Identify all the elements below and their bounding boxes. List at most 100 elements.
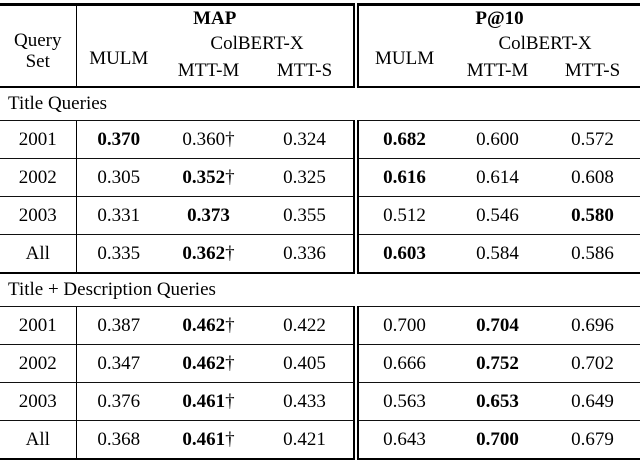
header-mulm-map: MULM (89, 48, 149, 69)
metric-value: 0.352 (182, 166, 226, 188)
metric-value: 0.433 (283, 390, 326, 412)
metric-value: 0.461 (182, 428, 226, 450)
value-cell: 0.696 (545, 306, 640, 345)
metric-value: 0.546 (476, 204, 519, 226)
section-title: Title + Description Queries (0, 272, 640, 307)
table-header: Query Set MAP P@10 MULM ColBERT-X MULM C… (0, 4, 640, 87)
query-set-cell: 2003 (0, 196, 77, 235)
value-cell: 0.643 (353, 420, 451, 460)
metric-value: 0.649 (571, 390, 614, 412)
value-cell: 0.373 (161, 196, 256, 235)
dagger-significance-mark: † (225, 428, 235, 450)
metric-value: 0.370 (97, 128, 141, 150)
query-set-cell: All (0, 234, 77, 273)
metric-value: 0.752 (476, 352, 519, 374)
value-cell: 0.586 (545, 234, 640, 273)
table-body: Title Queries 2001 0.370 0.360† 0.324 0.682 0.… (0, 86, 640, 460)
value-cell: 0.355 (256, 196, 357, 235)
value-cell: 0.368 (76, 420, 161, 460)
header-mulm-p10: MULM (353, 32, 451, 87)
dagger-significance-mark: † (225, 128, 235, 150)
metric-value: 0.608 (571, 166, 614, 188)
header-colbertx-map: ColBERT-X (210, 33, 304, 54)
table-row: 2003 0.331 0.373 0.355 0.512 0.546 0.580 (0, 196, 640, 235)
metric-value: 0.422 (283, 314, 326, 336)
query-set-cell: 2002 (0, 158, 77, 197)
table-row: 2002 0.347 0.462† 0.405 0.666 0.752 0.702 (0, 344, 640, 383)
value-cell: 0.702 (545, 344, 640, 383)
metric-value: 0.704 (476, 314, 519, 336)
metric-value: 0.325 (283, 166, 326, 188)
value-cell: 0.462† (161, 306, 256, 345)
value-cell: 0.387 (76, 306, 161, 345)
header-mtts-map: MTT-S (276, 60, 333, 81)
metric-value: 0.643 (383, 428, 426, 450)
value-cell: 0.546 (450, 196, 546, 235)
value-cell: 0.360† (161, 120, 256, 159)
results-table: Query Set MAP P@10 MULM ColBERT-X MULM C… (0, 3, 640, 460)
value-cell: 0.752 (450, 344, 546, 383)
value-cell: 0.336 (256, 234, 357, 273)
metric-value: 0.461 (182, 390, 226, 412)
table-row: 2003 0.376 0.461† 0.433 0.563 0.653 0.649 (0, 382, 640, 421)
metric-value: 0.336 (283, 242, 326, 264)
header-mttm-map: MTT-M (177, 60, 240, 81)
metric-value: 0.679 (571, 428, 614, 450)
header-mtts-p10: MTT-S (564, 60, 621, 81)
table-row: All 0.368 0.461† 0.421 0.643 0.700 0.679 (0, 420, 640, 460)
value-cell: 0.563 (353, 382, 451, 421)
header-query-set-line1: Query (14, 30, 62, 52)
header-group-p10: P@10 (353, 4, 640, 32)
value-cell: 0.433 (256, 382, 357, 421)
value-cell: 0.679 (545, 420, 640, 460)
value-cell: 0.370 (76, 120, 161, 159)
section-title-row: Title + Description Queries (0, 272, 640, 307)
dagger-significance-mark: † (225, 242, 235, 264)
metric-value: 0.563 (383, 390, 426, 412)
value-cell: 0.461† (161, 382, 256, 421)
metric-value: 0.305 (97, 166, 141, 188)
metric-value: 0.586 (571, 242, 614, 264)
value-cell: 0.608 (545, 158, 640, 197)
value-cell: 0.422 (256, 306, 357, 345)
value-cell: 0.700 (450, 420, 546, 460)
table-row: 2001 0.370 0.360† 0.324 0.682 0.600 0.572 (0, 120, 640, 159)
dagger-significance-mark: † (225, 166, 235, 188)
dagger-significance-mark: † (225, 352, 235, 374)
metric-value: 0.584 (476, 242, 519, 264)
value-cell: 0.405 (256, 344, 357, 383)
metric-value: 0.653 (476, 390, 519, 412)
metric-value: 0.376 (97, 390, 141, 412)
metric-value: 0.347 (97, 352, 141, 374)
value-cell: 0.462† (161, 344, 256, 383)
metric-value: 0.702 (571, 352, 614, 374)
header-mttm-p10: MTT-M (466, 60, 529, 81)
value-cell: 0.376 (76, 382, 161, 421)
header-colbertx-p10: ColBERT-X (498, 33, 592, 54)
value-cell: 0.461† (161, 420, 256, 460)
value-cell: 0.649 (545, 382, 640, 421)
value-cell: 0.421 (256, 420, 357, 460)
header-query-set: Query Set (0, 4, 77, 87)
value-cell: 0.335 (76, 234, 161, 273)
metric-value: 0.405 (283, 352, 326, 374)
value-cell: 0.362† (161, 234, 256, 273)
metric-value: 0.360 (182, 128, 226, 150)
metric-value: 0.572 (571, 128, 614, 150)
value-cell: 0.572 (545, 120, 640, 159)
metric-value: 0.666 (383, 352, 426, 374)
metric-value: 0.616 (383, 166, 426, 188)
metric-value: 0.682 (383, 128, 426, 150)
value-cell: 0.704 (450, 306, 546, 345)
metric-value: 0.368 (97, 428, 141, 450)
value-cell: 0.584 (450, 234, 546, 273)
value-cell: 0.512 (353, 196, 451, 235)
value-cell: 0.666 (353, 344, 451, 383)
dagger-significance-mark: † (225, 314, 235, 336)
table-row: 2002 0.305 0.352† 0.325 0.616 0.614 0.608 (0, 158, 640, 197)
table-row: All 0.335 0.362† 0.336 0.603 0.584 0.586 (0, 234, 640, 273)
value-cell: 0.580 (545, 196, 640, 235)
value-cell: 0.352† (161, 158, 256, 197)
header-query-set-line2: Set (25, 51, 50, 72)
metric-value: 0.387 (97, 314, 141, 336)
